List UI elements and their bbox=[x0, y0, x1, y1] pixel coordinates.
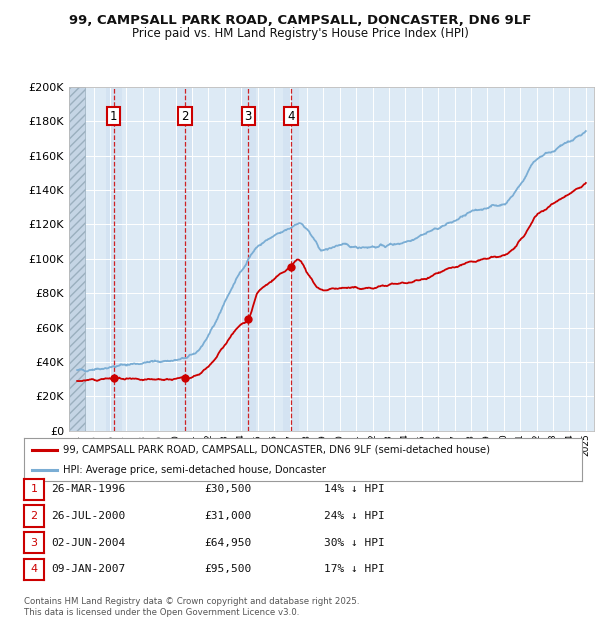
Text: £95,500: £95,500 bbox=[204, 564, 251, 574]
Text: £30,500: £30,500 bbox=[204, 484, 251, 494]
Bar bbox=[240, 87, 256, 431]
Text: Contains HM Land Registry data © Crown copyright and database right 2025.
This d: Contains HM Land Registry data © Crown c… bbox=[24, 598, 359, 617]
Text: 4: 4 bbox=[31, 564, 37, 574]
Text: 02-JUN-2004: 02-JUN-2004 bbox=[51, 538, 125, 547]
Bar bbox=[283, 87, 299, 431]
Text: 09-JAN-2007: 09-JAN-2007 bbox=[51, 564, 125, 574]
Text: £31,000: £31,000 bbox=[204, 511, 251, 521]
Text: 1: 1 bbox=[31, 484, 37, 494]
Bar bbox=[177, 87, 193, 431]
Text: 17% ↓ HPI: 17% ↓ HPI bbox=[324, 564, 385, 574]
Text: 99, CAMPSALL PARK ROAD, CAMPSALL, DONCASTER, DN6 9LF: 99, CAMPSALL PARK ROAD, CAMPSALL, DONCAS… bbox=[69, 14, 531, 27]
Text: 26-JUL-2000: 26-JUL-2000 bbox=[51, 511, 125, 521]
Text: 30% ↓ HPI: 30% ↓ HPI bbox=[324, 538, 385, 547]
Text: 3: 3 bbox=[244, 110, 252, 123]
Text: 2: 2 bbox=[181, 110, 189, 123]
Bar bbox=[106, 87, 122, 431]
Text: 14% ↓ HPI: 14% ↓ HPI bbox=[324, 484, 385, 494]
Text: 24% ↓ HPI: 24% ↓ HPI bbox=[324, 511, 385, 521]
Text: 26-MAR-1996: 26-MAR-1996 bbox=[51, 484, 125, 494]
Text: Price paid vs. HM Land Registry's House Price Index (HPI): Price paid vs. HM Land Registry's House … bbox=[131, 27, 469, 40]
Text: £64,950: £64,950 bbox=[204, 538, 251, 547]
Text: 1: 1 bbox=[110, 110, 118, 123]
Text: 2: 2 bbox=[31, 511, 37, 521]
Text: HPI: Average price, semi-detached house, Doncaster: HPI: Average price, semi-detached house,… bbox=[63, 465, 326, 475]
Text: 3: 3 bbox=[31, 538, 37, 547]
Bar bbox=[69, 87, 85, 431]
Text: 99, CAMPSALL PARK ROAD, CAMPSALL, DONCASTER, DN6 9LF (semi-detached house): 99, CAMPSALL PARK ROAD, CAMPSALL, DONCAS… bbox=[63, 445, 490, 454]
Text: 4: 4 bbox=[287, 110, 295, 123]
